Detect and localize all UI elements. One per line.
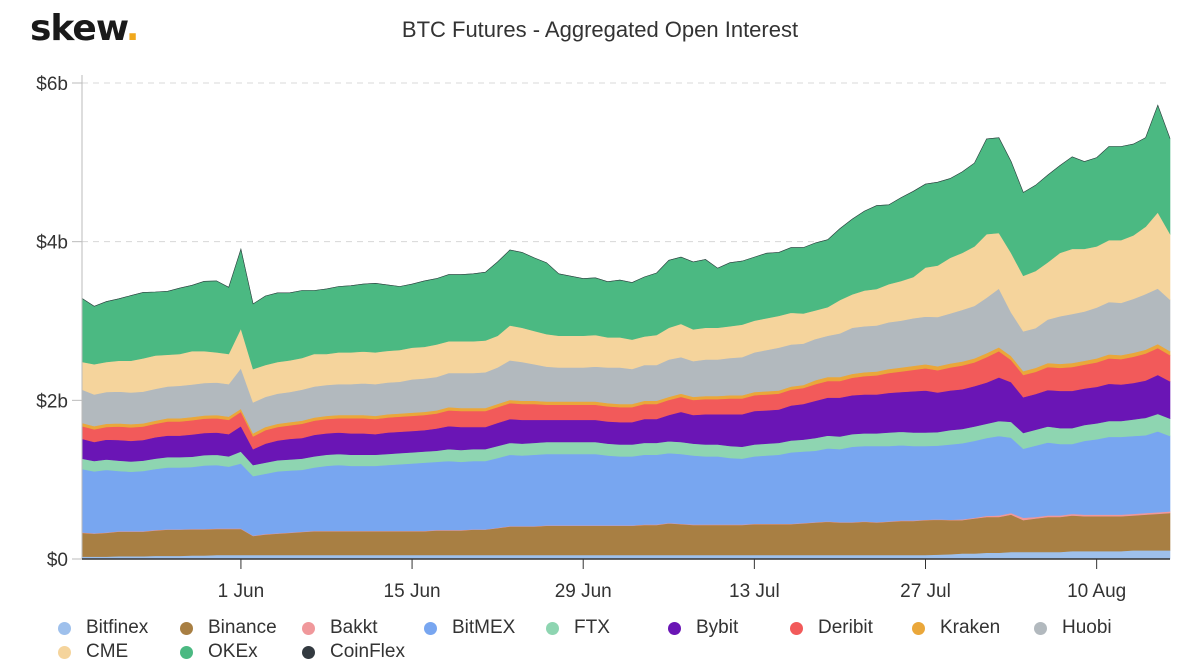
legend-swatch — [302, 621, 315, 635]
legend-label: BitMEX — [452, 617, 516, 638]
legend-item-ftx[interactable]: FTX — [546, 616, 610, 640]
legend-item-cme[interactable]: CME — [58, 640, 128, 664]
legend-label: Bitfinex — [86, 617, 149, 638]
chart-title: BTC Futures - Aggregated Open Interest — [401, 17, 799, 42]
legend-label: FTX — [574, 617, 610, 638]
legend-item-kraken[interactable]: Kraken — [912, 616, 1000, 640]
legend-item-bakkt[interactable]: Bakkt — [302, 616, 378, 640]
legend-item-binance[interactable]: Binance — [180, 616, 277, 640]
legend-label: CME — [86, 641, 129, 662]
skew-logo: skew. — [30, 8, 140, 49]
y-tick-label: $6b — [36, 74, 68, 95]
x-tick-label: 10 Aug — [1067, 581, 1126, 602]
legend-label: Deribit — [818, 617, 873, 638]
legend-item-deribit[interactable]: Deribit — [790, 616, 873, 640]
stacked-areas — [81, 104, 1171, 560]
area-coinflex — [81, 104, 1171, 307]
legend-swatch — [424, 621, 437, 635]
legend-item-okex[interactable]: OKEx — [180, 640, 258, 664]
legend-swatch — [58, 621, 71, 635]
legend-item-bitmex[interactable]: BitMEX — [424, 616, 515, 640]
legend-item-coinflex[interactable]: CoinFlex — [302, 640, 405, 664]
legend-label: Bakkt — [330, 617, 378, 638]
legend-item-bybit[interactable]: Bybit — [668, 616, 738, 640]
legend-label: Huobi — [1062, 617, 1112, 638]
x-tick-label: 13 Jul — [729, 581, 780, 602]
legend-swatch — [302, 645, 315, 659]
y-tick-label: $4b — [36, 233, 68, 254]
axes: $0 $2b $4b $6b 1 Jun 15 Jun 29 Jun 13 Jul 27 Jul… — [36, 74, 1170, 602]
x-tick-label: 27 Jul — [900, 581, 951, 602]
y-tick-label: $2b — [36, 391, 68, 412]
x-tick-label: 1 Jun — [218, 581, 264, 602]
x-tick-label: 15 Jun — [384, 581, 441, 602]
legend-item-huobi[interactable]: Huobi — [1034, 616, 1112, 640]
legend-swatch — [668, 621, 681, 635]
x-tick-label: 29 Jun — [555, 581, 612, 602]
legend-swatch — [180, 645, 193, 659]
legend-swatch — [58, 645, 71, 659]
legend-label: OKEx — [208, 641, 258, 662]
legend-swatch — [546, 621, 559, 635]
legend-swatch — [1034, 621, 1047, 635]
logo-text: skew — [30, 8, 127, 49]
logo-dot: . — [125, 8, 140, 49]
legend-swatch — [180, 621, 193, 635]
legend-label: Kraken — [940, 617, 1001, 638]
legend-label: Bybit — [696, 617, 739, 638]
legend-swatch — [790, 621, 803, 635]
legend-swatch — [912, 621, 925, 635]
y-tick-label: $0 — [47, 550, 68, 571]
legend-label: Binance — [208, 617, 277, 638]
legend-item-bitfinex[interactable]: Bitfinex — [58, 616, 148, 640]
legend-label: CoinFlex — [330, 641, 405, 662]
open-interest-chart: $0 $2b $4b $6b 1 Jun 15 Jun 29 Jun 13 Jul 27 Jul… — [36, 74, 1171, 602]
